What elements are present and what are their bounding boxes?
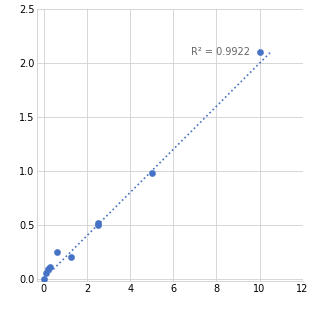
Point: [149, 171, 154, 176]
Point: [95, 220, 100, 225]
Point: [46, 266, 51, 271]
Point: [95, 222, 100, 227]
Point: [55, 249, 60, 254]
Point: [44, 271, 49, 276]
Point: [68, 255, 73, 260]
Point: [257, 50, 262, 55]
Text: R² = 0.9922: R² = 0.9922: [191, 47, 250, 57]
Point: [41, 276, 46, 281]
Point: [48, 264, 53, 269]
